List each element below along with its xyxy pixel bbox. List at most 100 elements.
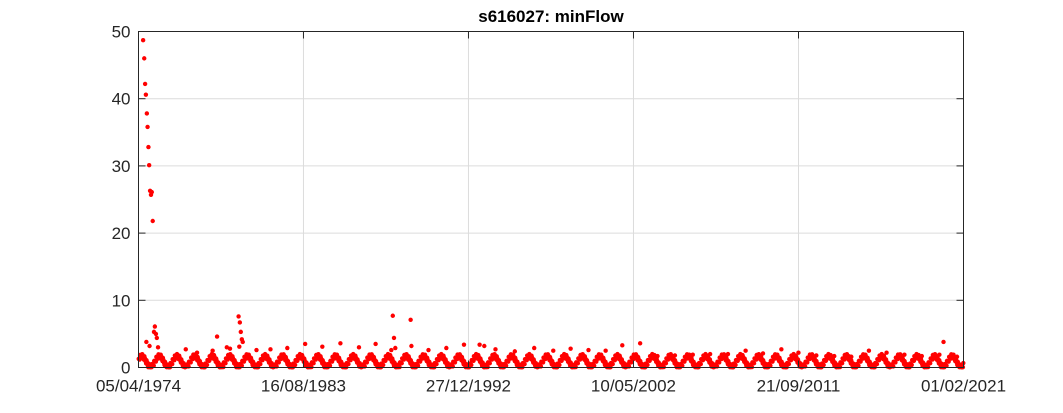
- data-point: [866, 348, 872, 353]
- data-point: [142, 56, 147, 61]
- data-point: [144, 111, 150, 116]
- baseline-point: [522, 361, 527, 367]
- chart-title: s616027: minFlow: [478, 7, 624, 26]
- data-point: [426, 347, 431, 353]
- baseline-point: [364, 360, 370, 365]
- baseline-point: [540, 360, 546, 365]
- data-point: [152, 324, 158, 329]
- data-point: [268, 347, 273, 352]
- data-point: [320, 344, 325, 349]
- data-point: [285, 345, 290, 351]
- baseline-point: [276, 360, 282, 365]
- data-point: [941, 339, 946, 345]
- data-point: [389, 347, 394, 353]
- data-point: [155, 345, 161, 350]
- y-tick-label: 10: [112, 291, 131, 310]
- baseline-point: [239, 363, 245, 368]
- data-point: [154, 335, 160, 341]
- data-point: [146, 144, 151, 150]
- data-point: [153, 331, 159, 337]
- data-point: [532, 345, 537, 351]
- data-point: [390, 313, 395, 318]
- y-tick-label: 40: [112, 90, 131, 109]
- data-point: [743, 348, 748, 353]
- baseline-point: [170, 361, 175, 367]
- data-point: [143, 92, 149, 97]
- baseline-point: [610, 361, 615, 367]
- axis-tick-labels: 0 10 20 30 40 50 05/04/1974 16/08/1983 27/12/199…: [96, 23, 1006, 396]
- baseline-point: [575, 361, 581, 366]
- baseline-point: [628, 360, 634, 365]
- data-point: [302, 341, 308, 347]
- baseline-point: [944, 363, 949, 368]
- data-point: [147, 343, 152, 349]
- data-point: [512, 349, 518, 354]
- data-point: [568, 346, 573, 351]
- baseline-point: [717, 360, 722, 365]
- baseline-point: [469, 362, 474, 368]
- data-point: [338, 341, 343, 346]
- baseline-point: [856, 363, 861, 368]
- data-point: [149, 189, 154, 195]
- data-point: [183, 347, 188, 352]
- baseline-point: [874, 361, 880, 367]
- y-tick-label: 50: [112, 23, 131, 42]
- baseline-point: [503, 363, 509, 368]
- data-point: [227, 346, 233, 351]
- data-point: [356, 345, 362, 350]
- baseline-point: [380, 362, 386, 368]
- data-point: [408, 317, 413, 322]
- baseline-point: [346, 361, 351, 367]
- data-point: [237, 320, 243, 325]
- baseline-point: [591, 363, 597, 368]
- baseline-point: [663, 361, 669, 366]
- data-point: [140, 38, 146, 43]
- baseline-point: [805, 360, 810, 365]
- baseline-point: [223, 361, 228, 366]
- data-point: [373, 341, 378, 347]
- data-point: [146, 163, 152, 168]
- baseline-point: [258, 361, 263, 367]
- data-point: [210, 348, 215, 353]
- baseline-point: [928, 361, 933, 366]
- baseline-point: [327, 363, 333, 368]
- grid-lines: [138, 31, 964, 368]
- data-point: [144, 339, 149, 345]
- data-point: [254, 347, 259, 353]
- data-point: [409, 343, 414, 349]
- baseline-point: [311, 361, 316, 366]
- data-point: [214, 334, 220, 339]
- axis-ticks: [138, 31, 964, 368]
- data-point: [620, 343, 625, 348]
- data-point: [393, 345, 398, 351]
- baseline-point: [557, 362, 562, 368]
- baseline-point: [909, 362, 914, 368]
- baseline-point: [680, 363, 685, 368]
- baseline-point: [292, 362, 298, 368]
- x-tick-label: 05/04/1974: [96, 377, 181, 396]
- baseline-point: [188, 360, 193, 365]
- data-point: [240, 339, 245, 345]
- baseline-point: [786, 361, 792, 367]
- y-tick-label: 20: [112, 224, 131, 243]
- data-point: [884, 350, 889, 355]
- baseline-point: [151, 363, 156, 368]
- baseline-point: [487, 361, 492, 366]
- data-point: [637, 341, 643, 346]
- data-point: [482, 343, 487, 349]
- data-point: [586, 347, 591, 353]
- data-point: [142, 81, 148, 87]
- baseline-point: [821, 362, 826, 368]
- y-tick-label: 30: [112, 157, 131, 176]
- x-tick-label: 01/02/2021: [921, 377, 1006, 396]
- plot-area-border: [138, 31, 964, 368]
- data-point: [238, 329, 244, 335]
- x-tick-label: 16/08/1983: [261, 377, 346, 396]
- data-point: [796, 350, 801, 355]
- baseline-point: [893, 360, 898, 365]
- baseline-point: [733, 362, 738, 368]
- baseline-point: [452, 360, 458, 365]
- x-tick-label: 21/09/2011: [757, 377, 841, 396]
- data-point: [236, 314, 241, 319]
